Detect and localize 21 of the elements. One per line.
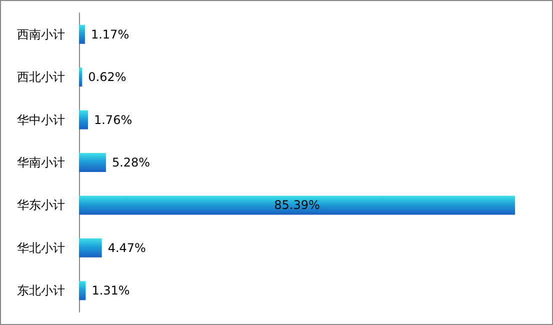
data-label: 1.31% [92, 284, 130, 298]
bar [79, 68, 82, 87]
y-tick-label: 东北小计 [17, 284, 65, 298]
y-tick-label: 华北小计 [17, 240, 65, 255]
data-label: 1.76% [94, 112, 132, 127]
bar [79, 24, 85, 44]
bar [79, 110, 88, 130]
y-tick-label: 华中小计 [17, 112, 65, 127]
data-label: 5.28% [112, 156, 150, 170]
data-label: 85.39% [274, 198, 320, 212]
bar [79, 281, 86, 300]
y-tick-label: 西北小计 [17, 70, 65, 84]
data-label: 4.47% [108, 240, 146, 255]
y-tick-label: 华南小计 [17, 156, 65, 170]
data-label: 1.17% [90, 27, 130, 42]
bar [79, 238, 102, 258]
data-label: 0.62% [88, 70, 126, 84]
bar [79, 153, 106, 172]
y-tick-label: 西南小计 [17, 27, 65, 42]
y-tick-label: 华东小计 [17, 198, 65, 212]
bar [79, 196, 515, 215]
